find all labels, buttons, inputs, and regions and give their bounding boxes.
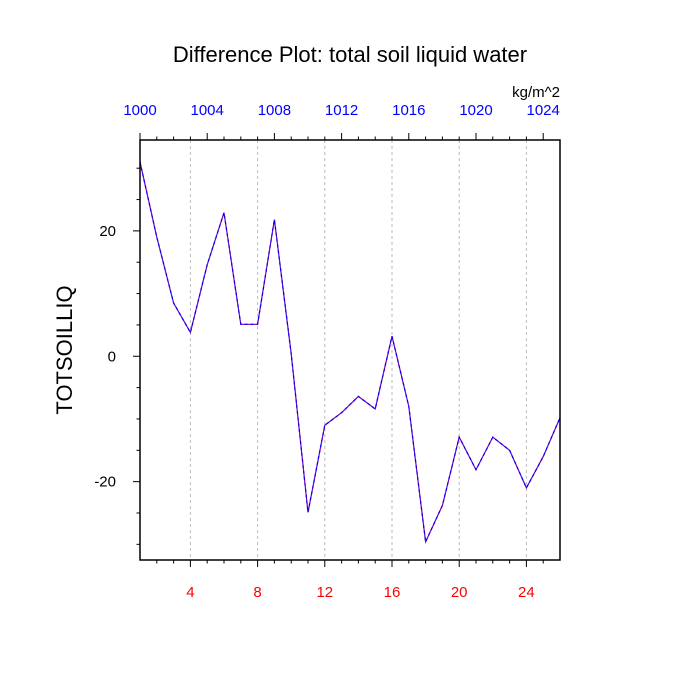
chart-title: Difference Plot: total soil liquid water [173,42,527,67]
x-top-tick-label: 1024 [527,102,560,119]
x-top-tick-label: 1004 [191,102,224,119]
series-line [139,161,561,544]
axis-ticks [133,133,544,567]
x-bottom-tick-label: 4 [186,584,194,601]
x-bottom-tick-label: 24 [518,584,535,601]
y-tick-label: -20 [94,474,116,491]
x-bottom-tick-label: 20 [451,584,468,601]
tick-labels: 4 8 12 16 20 24 1000 1004 1008 1012 1016 1020 1024 -2… [94,102,560,601]
x-top-tick-label: 1008 [258,102,291,119]
x-top-tick-label: 1012 [325,102,358,119]
series-line-dash [139,161,561,544]
x-top-tick-label: 1000 [123,102,156,119]
x-top-tick-label: 1020 [459,102,492,119]
gridlines [189,140,527,560]
x-bottom-tick-label: 16 [384,584,401,601]
x-top-tick-label: 1016 [392,102,425,119]
x-bottom-tick-label: 8 [253,584,261,601]
units-label: kg/m^2 [512,84,560,101]
y-tick-label: 20 [99,223,116,240]
y-tick-label: 0 [108,348,116,365]
data-series [139,161,561,544]
y-axis-title: TOTSOILLIQ [52,285,77,414]
plot-frame [139,139,561,561]
x-bottom-tick-label: 12 [316,584,333,601]
